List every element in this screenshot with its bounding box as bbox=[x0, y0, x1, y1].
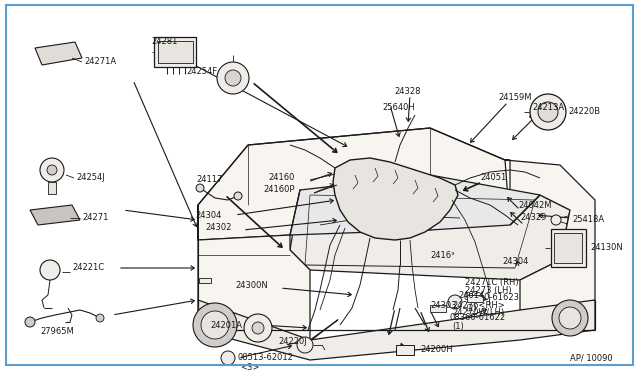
Polygon shape bbox=[198, 205, 310, 340]
Bar bbox=[157, 41, 193, 63]
Circle shape bbox=[225, 70, 241, 86]
Bar bbox=[154, 37, 196, 67]
Circle shape bbox=[221, 351, 235, 365]
Text: 24328: 24328 bbox=[395, 87, 421, 96]
Bar bbox=[550, 229, 586, 267]
Circle shape bbox=[297, 337, 313, 353]
Text: 24220B: 24220B bbox=[568, 108, 600, 116]
Circle shape bbox=[252, 322, 264, 334]
Text: 24220J: 24220J bbox=[278, 337, 307, 346]
Polygon shape bbox=[35, 42, 82, 65]
Circle shape bbox=[47, 165, 57, 175]
Text: 25418A: 25418A bbox=[572, 215, 604, 224]
Polygon shape bbox=[505, 160, 595, 310]
Text: 24213A: 24213A bbox=[532, 103, 564, 112]
Text: 24270W(LH): 24270W(LH) bbox=[452, 308, 504, 317]
Text: 24201A: 24201A bbox=[210, 321, 242, 330]
Circle shape bbox=[40, 158, 64, 182]
Text: 24281: 24281 bbox=[152, 38, 178, 46]
Text: 24042M: 24042M bbox=[518, 201, 552, 209]
Text: 27965M: 27965M bbox=[40, 327, 74, 337]
Circle shape bbox=[40, 260, 60, 280]
Circle shape bbox=[234, 192, 242, 200]
Circle shape bbox=[201, 311, 229, 339]
Text: 08360-61622: 08360-61622 bbox=[450, 314, 506, 323]
Polygon shape bbox=[290, 175, 540, 235]
Text: (2): (2) bbox=[465, 304, 477, 312]
Text: 24160P: 24160P bbox=[264, 186, 295, 195]
Circle shape bbox=[552, 300, 588, 336]
Bar bbox=[396, 345, 414, 355]
Text: 24159M: 24159M bbox=[498, 93, 531, 103]
PathPatch shape bbox=[333, 158, 458, 240]
Polygon shape bbox=[198, 300, 595, 360]
Text: 24273 (LH): 24273 (LH) bbox=[465, 285, 511, 295]
Text: 08513-62012: 08513-62012 bbox=[238, 353, 294, 362]
Text: 2416³: 2416³ bbox=[430, 250, 454, 260]
Text: 08510-61623: 08510-61623 bbox=[464, 294, 520, 302]
Text: 24271C (RH): 24271C (RH) bbox=[465, 278, 518, 286]
Bar bbox=[48, 182, 56, 194]
Text: 24160: 24160 bbox=[269, 173, 295, 183]
Text: 24276<RH>: 24276<RH> bbox=[452, 301, 505, 310]
Circle shape bbox=[559, 307, 581, 329]
Text: 24130N: 24130N bbox=[590, 244, 623, 253]
Text: 25640H: 25640H bbox=[382, 103, 415, 112]
Polygon shape bbox=[198, 128, 510, 240]
Text: 24303: 24303 bbox=[430, 301, 456, 310]
Text: (1): (1) bbox=[452, 321, 464, 330]
Bar bbox=[554, 233, 582, 263]
Text: 24302: 24302 bbox=[205, 224, 232, 232]
Text: <3>: <3> bbox=[240, 362, 259, 372]
Circle shape bbox=[448, 295, 462, 309]
Circle shape bbox=[217, 62, 249, 94]
Circle shape bbox=[244, 314, 272, 342]
Text: 24271A: 24271A bbox=[84, 58, 116, 67]
Circle shape bbox=[196, 184, 204, 192]
Text: 24300N: 24300N bbox=[236, 280, 268, 289]
Text: 24254F: 24254F bbox=[187, 67, 218, 77]
Circle shape bbox=[96, 314, 104, 322]
Circle shape bbox=[551, 215, 561, 225]
Text: 24304: 24304 bbox=[196, 211, 222, 219]
Text: 24200H: 24200H bbox=[420, 346, 452, 355]
Text: 24329: 24329 bbox=[520, 214, 547, 222]
Text: 24254J: 24254J bbox=[76, 173, 105, 183]
Text: 24271: 24271 bbox=[82, 214, 108, 222]
Text: 24117: 24117 bbox=[196, 176, 222, 185]
Text: 24051: 24051 bbox=[480, 173, 506, 183]
Bar bbox=[199, 278, 211, 282]
Bar bbox=[430, 305, 446, 311]
Circle shape bbox=[193, 303, 237, 347]
Text: AP/ 10090: AP/ 10090 bbox=[570, 353, 612, 362]
Text: 24221C: 24221C bbox=[72, 263, 104, 273]
Text: 24014: 24014 bbox=[458, 291, 484, 299]
Circle shape bbox=[530, 94, 566, 130]
Text: 24304: 24304 bbox=[502, 257, 529, 266]
Polygon shape bbox=[30, 205, 80, 225]
Polygon shape bbox=[290, 190, 570, 280]
Circle shape bbox=[538, 102, 558, 122]
Bar bbox=[467, 295, 483, 301]
Circle shape bbox=[25, 317, 35, 327]
